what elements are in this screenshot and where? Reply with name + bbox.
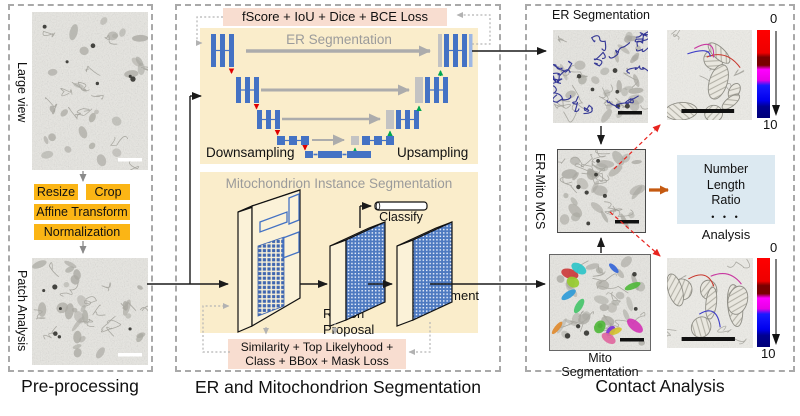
er-mito-mcs-image — [557, 149, 646, 233]
step-crop-label: Crop — [94, 185, 122, 199]
analysis-metric-ratio: Ratio — [711, 193, 741, 207]
downsampling-label: Downsampling — [206, 145, 295, 160]
contact-colorbar-top — [757, 30, 770, 118]
step-normalization: Normalization — [34, 224, 130, 240]
er-seg-image-title: ER Segmentation — [552, 8, 650, 22]
segment-label: Segment — [427, 288, 480, 303]
large-view-em-image — [32, 12, 148, 170]
er-network-box — [200, 28, 478, 164]
mito-net-title: Mitochondrion Instance Segmentation — [225, 176, 453, 191]
panel-segmentation — [175, 4, 501, 372]
er-net-title: ER Segmentation — [286, 32, 392, 47]
colorbar-bottom-max-label: 10 — [761, 346, 776, 361]
patch-em-image — [32, 258, 148, 365]
caption-segmentation: ER and Mitochondrion Segmentation — [194, 377, 481, 397]
panel-contact-analysis — [525, 4, 795, 372]
contact-zoom-image-top — [667, 30, 752, 120]
step-resize-label: Resize — [36, 185, 76, 199]
colorbar-top-min-label: 0 — [770, 11, 778, 26]
er-loss-box: fScore + IoU + Dice + BCE Loss — [223, 8, 447, 26]
analysis-metric-number: Number — [703, 162, 749, 176]
panel-preprocessing — [8, 4, 153, 372]
step-affine-label: Affine Transform — [36, 205, 128, 219]
step-affine-transform: Affine Transform — [34, 204, 130, 220]
step-crop: Crop — [86, 184, 130, 200]
analysis-label: Analysis — [701, 227, 751, 242]
patch-analysis-label: Patch Analysis — [15, 270, 29, 352]
mito-seg-image-label: Mito Segmentation — [561, 351, 639, 379]
caption-contact-analysis: Contact Analysis — [595, 376, 725, 396]
classify-label: Classify — [379, 210, 423, 224]
mito-segmentation-image — [549, 254, 651, 351]
contact-zoom-image-bottom — [667, 258, 753, 348]
region-proposal-label: Region Proposal — [323, 306, 375, 337]
analysis-metric-ellipsis: • • • — [711, 211, 741, 222]
upsampling-label: Upsampling — [397, 145, 469, 160]
er-mito-mcs-label: ER-Mito MCS — [533, 152, 547, 230]
analysis-metric-length: Length — [706, 177, 746, 192]
colorbar-top-max-label: 10 — [763, 117, 778, 132]
large-view-label: Large view — [15, 61, 29, 123]
er-segmentation-image — [553, 30, 648, 123]
step-resize: Resize — [34, 184, 78, 200]
mito-loss-box: Similarity + Top Likelyhood + Class + BB… — [228, 339, 406, 369]
caption-preprocessing: Pre-processing — [21, 376, 139, 396]
contact-colorbar-bottom — [757, 258, 770, 347]
analysis-metrics-box: Number Length Ratio • • • — [677, 155, 775, 224]
step-normalization-label: Normalization — [43, 225, 121, 239]
colorbar-bottom-min-label: 0 — [770, 240, 778, 255]
